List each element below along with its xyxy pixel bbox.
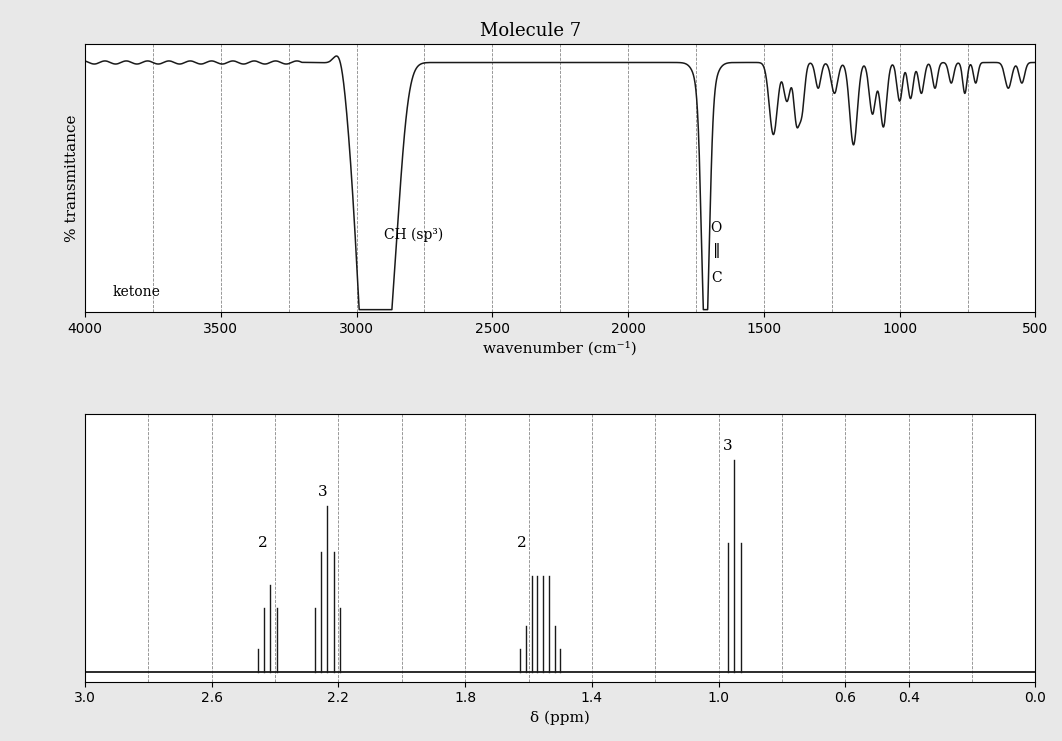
- Text: 2: 2: [257, 536, 268, 550]
- Text: O: O: [710, 221, 722, 235]
- Text: ‖: ‖: [713, 243, 720, 258]
- Text: 3: 3: [723, 439, 733, 453]
- X-axis label: δ (ppm): δ (ppm): [530, 711, 590, 725]
- Text: Molecule 7: Molecule 7: [480, 22, 582, 40]
- Text: C: C: [712, 271, 722, 285]
- Text: ketone: ketone: [113, 285, 160, 299]
- X-axis label: wavenumber (cm⁻¹): wavenumber (cm⁻¹): [483, 342, 637, 356]
- Y-axis label: % transmittance: % transmittance: [66, 115, 80, 242]
- Text: 3: 3: [318, 485, 327, 499]
- Text: 2: 2: [517, 536, 527, 550]
- Text: CH (sp³): CH (sp³): [383, 227, 443, 242]
